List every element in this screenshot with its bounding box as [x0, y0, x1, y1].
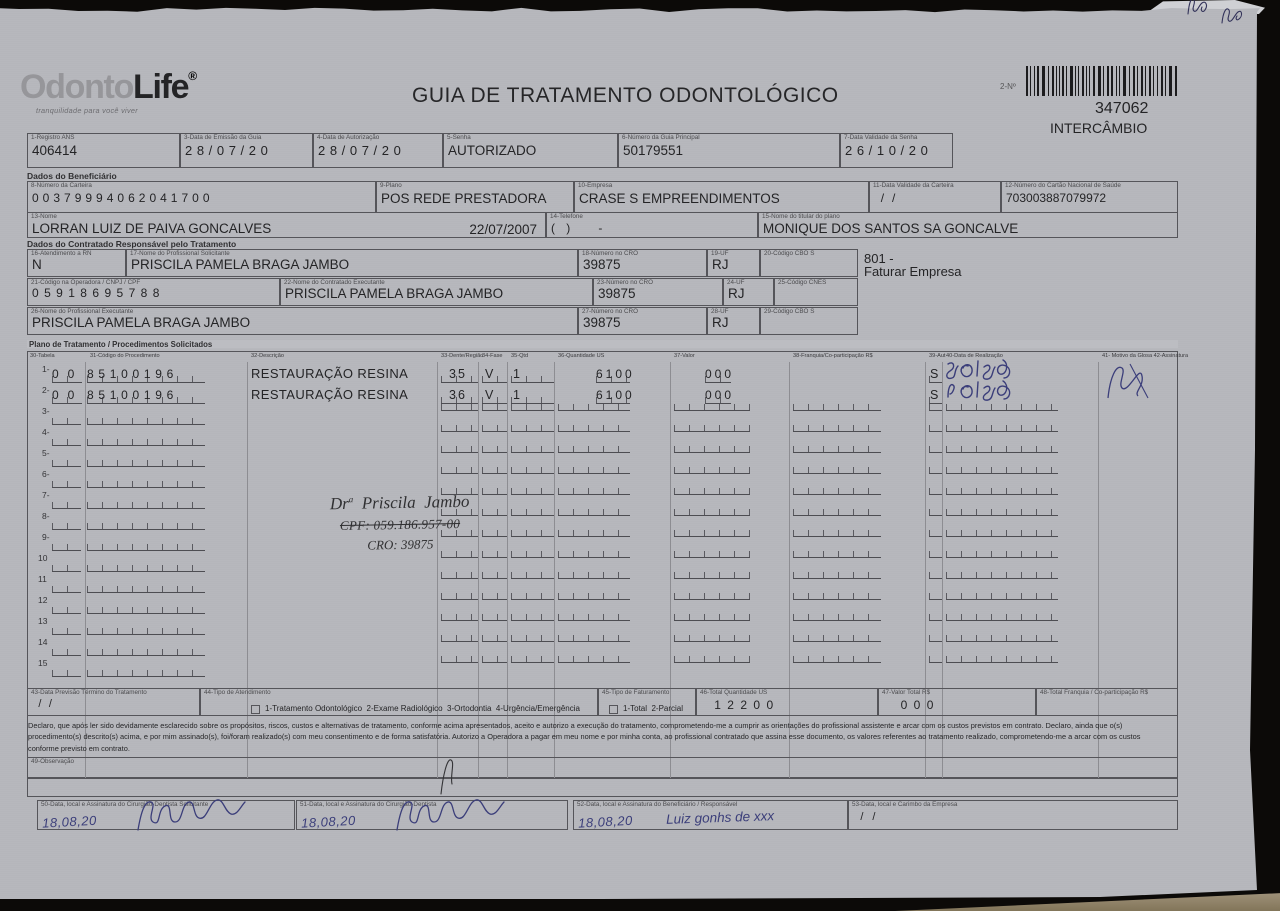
- svg-text:18,08,20: 18,08,20: [301, 813, 356, 830]
- svg-text:18,08,20: 18,08,20: [42, 813, 97, 830]
- svg-text:18,08,20: 18,08,20: [578, 813, 633, 830]
